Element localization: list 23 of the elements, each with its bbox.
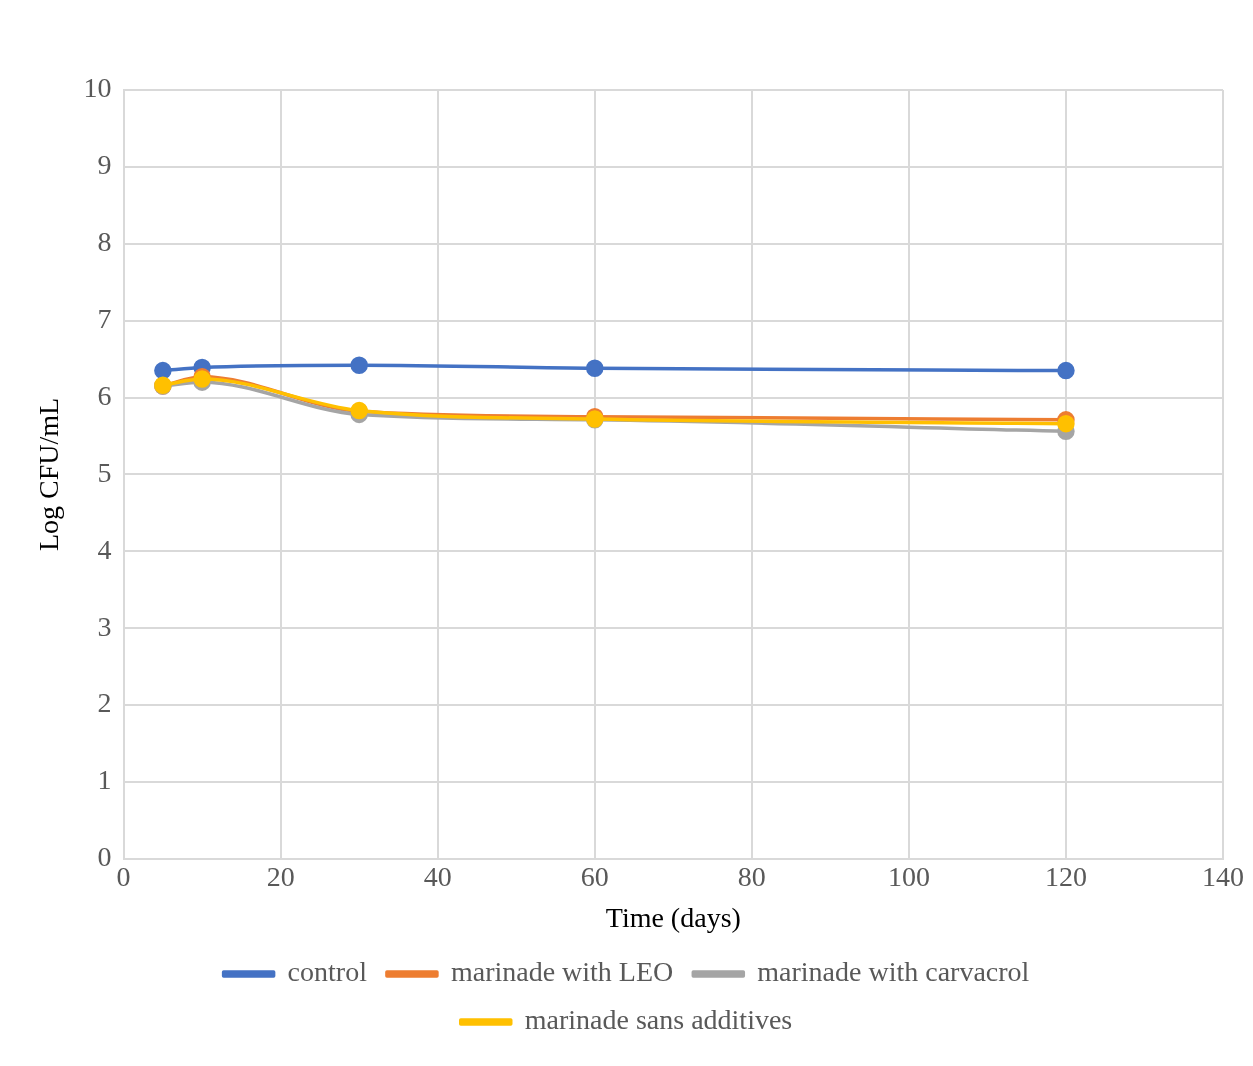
y-tick-label: 6	[97, 379, 112, 411]
y-tick-label: 9	[97, 149, 112, 181]
x-tick-label: 140	[1202, 860, 1244, 892]
x-tick-label: 40	[423, 860, 452, 892]
y-tick-label: 7	[97, 303, 112, 334]
y-axis-title: Log CFU/mL	[33, 397, 65, 552]
legend-label: marinade sans additives	[524, 1004, 793, 1036]
x-tick-label: 80	[737, 860, 766, 892]
legend-label: marinade with LEO	[450, 956, 674, 988]
y-tick-label: 2	[97, 687, 112, 719]
x-tick-label: 120	[1044, 860, 1087, 892]
y-tick-label: 5	[97, 456, 112, 488]
x-tick-label: 100	[887, 860, 930, 892]
legend-label: control	[287, 956, 368, 988]
y-tick-label: 8	[97, 226, 112, 258]
y-tick-label: 3	[97, 610, 112, 642]
x-axis-title: Time (days)	[605, 901, 741, 933]
y-tick-label: 4	[97, 533, 112, 565]
y-tick-label: 1	[97, 764, 112, 796]
legend-label: marinade with carvacrol	[757, 956, 1030, 988]
x-tick-label: 60	[580, 860, 609, 892]
x-tick-label: 20	[266, 860, 295, 892]
y-tick-label: 10	[83, 72, 112, 104]
